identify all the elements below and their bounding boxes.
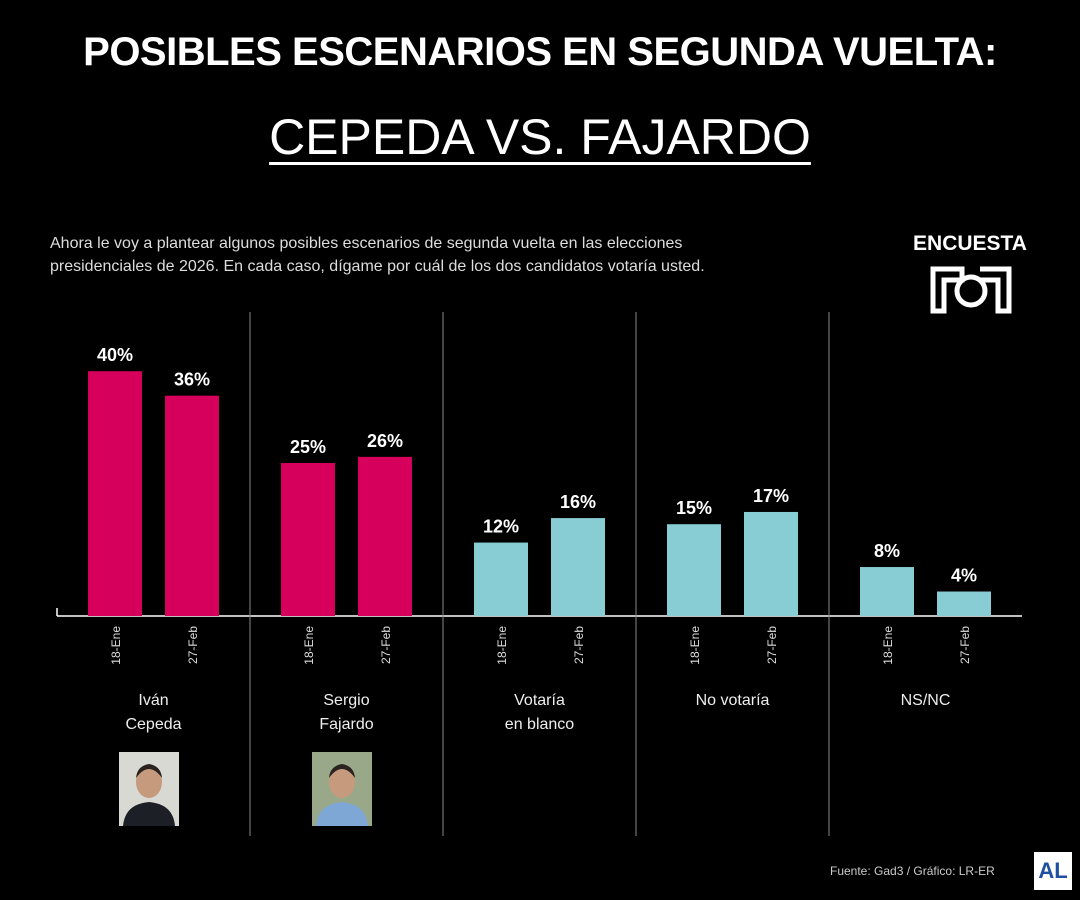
data-label: 4% [951, 566, 977, 586]
question-line-2: presidenciales de 2026. En cada caso, dí… [50, 258, 705, 275]
tick-label: 18-Ene [109, 626, 123, 665]
bar [667, 524, 721, 616]
bar [551, 518, 605, 616]
data-label: 25% [290, 437, 326, 457]
survey-question: Ahora le voy a plantear algunos posibles… [50, 232, 850, 278]
chart-subtitle: CEPEDA VS. FAJARDO [269, 109, 811, 165]
bar [88, 371, 142, 616]
data-label: 15% [676, 498, 712, 518]
bar [744, 511, 798, 616]
tick-label: 18-Ene [688, 626, 702, 665]
data-label: 36% [174, 370, 210, 390]
bar [860, 567, 914, 616]
encuesta-label: ENCUESTA [913, 232, 1027, 255]
tick-label: 18-Ene [881, 626, 895, 665]
tick-label: 27-Feb [958, 626, 972, 664]
category-label: Sergio Fajardo [319, 692, 374, 733]
data-label: 17% [753, 486, 789, 506]
bar [474, 542, 528, 616]
bar [937, 591, 991, 616]
bar [165, 395, 219, 616]
candidate-photo [119, 752, 179, 826]
category-label: NS/NC [900, 692, 951, 709]
category-label: Iván Cepeda [125, 692, 182, 733]
data-label: 8% [874, 541, 900, 561]
data-label: 16% [560, 492, 596, 512]
tick-label: 27-Feb [765, 626, 779, 664]
rcn-logo [930, 266, 1012, 314]
question-line-1: Ahora le voy a plantear algunos posibles… [50, 235, 683, 252]
tick-label: 18-Ene [495, 626, 509, 665]
tick-label: 27-Feb [572, 626, 586, 664]
data-label: 40% [97, 345, 133, 365]
data-label: 26% [367, 431, 403, 451]
tick-label: 27-Feb [379, 626, 393, 664]
publisher-logo: AL [1034, 852, 1072, 890]
chart-title: POSIBLES ESCENARIOS EN SEGUNDA VUELTA: [83, 30, 997, 74]
bar [281, 463, 335, 616]
tick-label: 18-Ene [302, 626, 316, 665]
bar [358, 456, 412, 616]
category-label: No votaría [695, 692, 770, 709]
category-label: Votaría en blanco [504, 692, 575, 733]
candidate-photo [312, 752, 372, 826]
source-note: Fuente: Gad3 / Gráfico: LR-ER [830, 864, 995, 878]
tick-label: 27-Feb [186, 626, 200, 664]
data-label: 12% [483, 517, 519, 537]
